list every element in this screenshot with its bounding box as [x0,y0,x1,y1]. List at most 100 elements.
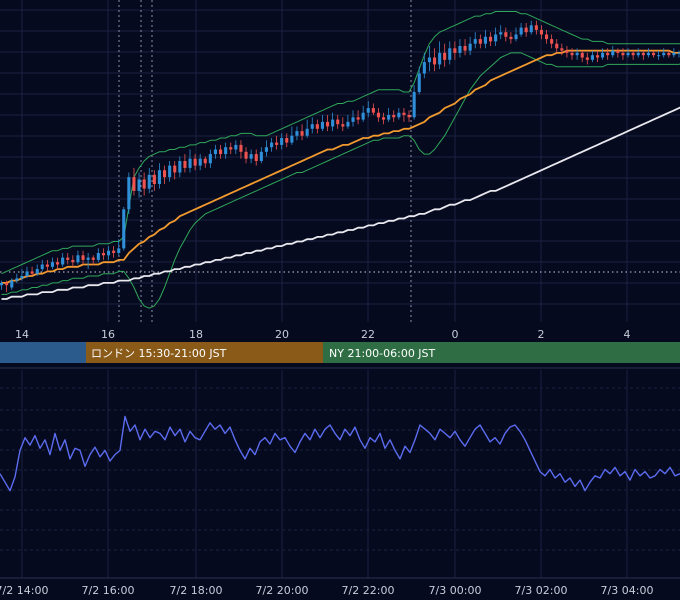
candle-body [453,48,457,53]
candle [458,39,462,58]
candle [142,172,146,196]
candle-body [575,52,579,56]
candle [550,34,554,49]
candle-body [122,209,126,249]
candle-body [361,112,365,120]
candle [366,101,370,118]
candle [96,248,100,263]
candle-body [61,257,65,265]
oscillator-line [0,415,680,492]
candle-body [183,161,187,168]
candle-body [157,170,161,184]
candle [127,172,131,214]
candle-body [285,138,289,143]
candle-body [264,147,268,152]
candle [565,46,569,58]
candle [341,117,345,132]
candle [40,259,44,272]
candle-body [677,52,680,54]
candle-body [224,147,228,155]
candle-body [229,147,233,150]
candle-body [427,57,431,63]
candle-body [539,29,543,35]
candle-body [641,52,645,56]
bollinger-upper [1,11,680,275]
candle-body [376,112,380,118]
osc-x-tick-label: 7/3 00:00 [429,584,482,597]
candle [30,266,34,276]
candle-body [494,34,498,42]
candle [331,112,335,132]
candle [555,39,559,53]
candle [468,36,472,56]
candle-body [524,27,528,33]
price-x-tick-label: 14 [15,328,29,341]
candle-body [56,262,60,265]
candle [346,115,350,129]
candle [280,133,284,150]
candle [112,246,116,258]
candle [203,156,207,168]
candle [580,50,584,63]
candle [208,149,212,168]
candle [326,115,330,132]
candle-body [631,52,635,56]
candle-body [280,138,284,145]
candle-body [636,52,640,56]
candle-body [412,92,416,118]
price-panel: 14 16 18 20 22 0 2 4 [0,0,680,341]
candle [412,85,416,120]
candle-body [417,73,421,92]
candle-body [596,55,600,58]
candle-body [107,250,111,256]
candle-body [203,158,207,164]
candle-body [366,108,370,113]
candle [519,23,523,37]
candle [61,253,65,267]
oscillator-panel: 7/2 14:00 7/2 16:00 7/2 18:00 7/2 20:00 7/2 … [0,370,680,597]
candle-body [132,177,136,191]
candle [25,266,29,279]
osc-x-tick-label: 7/2 18:00 [170,584,223,597]
candle [239,140,243,159]
candle [376,108,380,122]
candle-body [178,161,182,173]
candle-body [96,253,100,260]
candle-body [662,52,666,56]
candle [244,147,248,164]
candle-body [550,39,554,44]
candle [224,142,228,159]
candle-body [117,248,121,253]
price-session-markers [118,0,412,322]
candle-body [300,131,304,136]
candle [504,27,508,42]
candle-body [387,115,391,120]
candle [229,142,233,155]
candle [163,165,167,184]
candle [275,135,279,150]
candle-body [163,170,167,178]
candle-body [45,264,49,267]
candle [646,48,650,58]
candle [20,269,24,281]
candle [575,48,579,60]
candle-body [173,165,177,173]
candle [183,154,187,173]
session-tokyo [0,342,86,363]
candle [641,50,645,60]
candle-body [0,282,4,286]
candle [259,147,263,164]
candle-body [152,174,156,184]
session-london-label: ロンドン 15:30-21:00 JST [91,347,227,360]
candle [300,124,304,141]
candle-body [580,52,584,58]
candle-body [295,131,299,136]
candle [254,149,258,166]
candle-body [468,43,472,51]
price-x-axis: 14 16 18 20 22 0 2 4 [15,328,631,341]
candle [0,280,4,290]
moving-averages [1,49,680,300]
session-newyork-label: NY 21:00-06:00 JST [329,347,436,360]
osc-x-tick-label: 7/2 16:00 [82,584,135,597]
candle [392,110,396,122]
